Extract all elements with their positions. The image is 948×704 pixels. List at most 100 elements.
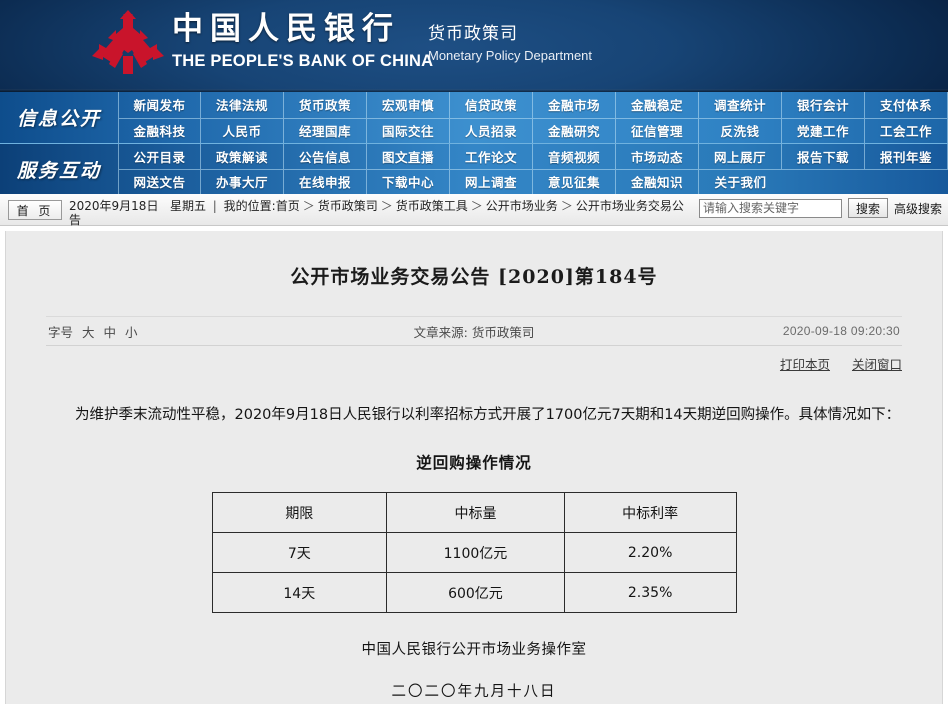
- nav-item-news[interactable]: 新闻发布: [118, 92, 201, 118]
- nav-item-audio-video[interactable]: 音频视频: [533, 144, 616, 169]
- nav-item-international[interactable]: 国际交往: [367, 118, 450, 143]
- bank-name-block: 中国人民银行 THE PEOPLE'S BANK OF CHINA: [172, 10, 433, 72]
- print-page-link[interactable]: 打印本页: [779, 356, 830, 372]
- nav-item-about-us[interactable]: 关于我们: [714, 175, 767, 191]
- search-input[interactable]: [698, 198, 842, 218]
- close-window-link[interactable]: 关闭窗口: [851, 356, 902, 372]
- nav-item-service-hall[interactable]: 办事大厅: [201, 169, 284, 194]
- nav-group-title-info[interactable]: 信息公开: [16, 108, 101, 130]
- department-name-cn: 货币政策司: [428, 24, 518, 44]
- nav-item-anti-money-laundering[interactable]: 反洗钱: [699, 118, 782, 143]
- cell-volume-14d: 600亿元: [386, 572, 565, 613]
- nav-item-union-work[interactable]: 工会工作: [865, 118, 948, 143]
- nav-group-info-disclosure: 信息公开 新闻发布 法律法规 货币政策 宏观审慎 信贷政策 金融市场 金融稳定 …: [0, 92, 948, 143]
- current-date: 2020年9月18日: [69, 199, 159, 213]
- site-header: 中国人民银行 THE PEOPLE'S BANK OF CHINA 货币政策司 …: [0, 0, 948, 92]
- cell-volume-7d: 1100亿元: [386, 532, 565, 573]
- cell-term-7d: 7天: [211, 532, 388, 573]
- nav-item-monetary-policy[interactable]: 货币政策: [284, 92, 367, 118]
- home-button[interactable]: 首 页: [8, 200, 62, 220]
- article-source-value: 货币政策司: [471, 324, 535, 340]
- nav-item-credit-reference[interactable]: 征信管理: [616, 118, 699, 143]
- nav-item-recruitment[interactable]: 人员招录: [450, 118, 533, 143]
- nav-item-bank-accounting[interactable]: 银行会计: [782, 92, 865, 118]
- nav-item-party-building[interactable]: 党建工作: [782, 118, 865, 143]
- nav-item-announcements[interactable]: 公告信息: [284, 144, 367, 169]
- nav-item-financial-stability[interactable]: 金融稳定: [616, 92, 699, 118]
- cell-rate-14d: 2.35%: [563, 572, 737, 613]
- nav-group-title-service[interactable]: 服务互动: [16, 159, 101, 182]
- breadcrumb-sep: ＞: [470, 199, 483, 213]
- fontsize-large[interactable]: 大: [82, 324, 95, 340]
- nav-item-market-dynamics[interactable]: 市场动态: [616, 144, 699, 169]
- cell-term-14d: 14天: [211, 572, 388, 613]
- table-row: 14天 600亿元 2.35%: [211, 572, 737, 613]
- bank-name-en: THE PEOPLE'S BANK OF CHINA: [172, 52, 434, 70]
- fontsize-small[interactable]: 小: [125, 324, 138, 340]
- pboc-logo-icon: [90, 8, 166, 82]
- breadcrumb-link-tools[interactable]: 货币政策工具: [395, 199, 468, 213]
- breadcrumb-link-home[interactable]: 首页: [275, 199, 300, 213]
- nav-item-macro-prudential[interactable]: 宏观审慎: [367, 92, 450, 118]
- nav-item-download-center[interactable]: 下载中心: [367, 169, 450, 194]
- advanced-search-link[interactable]: 高级搜索: [893, 201, 942, 216]
- nav-item-public-catalog[interactable]: 公开目录: [118, 144, 201, 169]
- search-zone: 搜索 高级搜索: [698, 198, 942, 218]
- article-tools: 打印本页 关闭窗口: [46, 346, 902, 380]
- nav-row: 网送文告 办事大厅 在线申报 下载中心 网上调查 意见征集 金融知识 关于我们: [118, 168, 948, 194]
- nav-item-online-documents[interactable]: 网送文告: [118, 169, 201, 194]
- nav-item-online-survey[interactable]: 网上调查: [450, 169, 533, 194]
- search-button[interactable]: 搜索: [847, 198, 888, 218]
- breadcrumb-divider: |: [212, 199, 217, 213]
- nav-group-service-interaction: 服务互动 公开目录 政策解读 公告信息 图文直播 工作论文 音频视频 市场动态 …: [0, 143, 948, 194]
- breadcrumb-link-mpd[interactable]: 货币政策司: [317, 199, 378, 213]
- nav-item-rmb[interactable]: 人民币: [201, 118, 284, 143]
- article-meta-row: 字号 大 中 小 文章来源: 货币政策司 2020-09-18 09:20:30: [46, 316, 902, 346]
- nav-item-financial-market[interactable]: 金融市场: [533, 92, 616, 118]
- nav-item-credit-policy[interactable]: 信贷政策: [450, 92, 533, 118]
- breadcrumb-link-current[interactable]: 公开市场业务交易公告: [69, 199, 684, 227]
- nav-item-online-declaration[interactable]: 在线申报: [284, 169, 367, 194]
- department-block: 货币政策司 Monetary Policy Department: [428, 22, 592, 65]
- nav-item-financial-research[interactable]: 金融研究: [533, 118, 616, 143]
- main-navigation: 信息公开 新闻发布 法律法规 货币政策 宏观审慎 信贷政策 金融市场 金融稳定 …: [0, 92, 948, 194]
- table-header-term: 期限: [211, 492, 388, 533]
- nav-item-working-papers[interactable]: 工作论文: [450, 144, 533, 169]
- nav-row: 公开目录 政策解读 公告信息 图文直播 工作论文 音频视频 市场动态 网上展厅 …: [118, 144, 948, 169]
- nav-item-opinion-collection[interactable]: 意见征集: [533, 169, 616, 194]
- table-header-row: 期限 中标量 中标利率: [211, 492, 737, 533]
- nav-rows-info: 新闻发布 法律法规 货币政策 宏观审慎 信贷政策 金融市场 金融稳定 调查统计 …: [118, 92, 948, 143]
- nav-item-empty-2: [865, 170, 948, 194]
- nav-item-survey-statistics[interactable]: 调查统计: [699, 92, 782, 118]
- fontsize-controls: 字号 大 中 小: [46, 322, 138, 341]
- table-header-volume: 中标量: [386, 492, 565, 533]
- nav-item-live-broadcast[interactable]: 图文直播: [367, 144, 450, 169]
- breadcrumb-bar: 首 页 2020年9月18日 星期五 | 我的位置:首页＞货币政策司＞货币政策工…: [0, 194, 948, 227]
- nav-item-online-exhibition[interactable]: 网上展厅: [699, 144, 782, 169]
- article-paragraph: 为维护季末流动性平稳，2020年9月18日人民银行以利率招标方式开展了1700亿…: [75, 407, 901, 423]
- nav-item-fintech[interactable]: 金融科技: [118, 118, 201, 143]
- nav-item-empty-1: [782, 170, 865, 194]
- nav-item-report-download[interactable]: 报告下载: [782, 144, 865, 169]
- table-header-rate: 中标利率: [563, 492, 737, 533]
- nav-item-policy-interpretation[interactable]: 政策解读: [201, 144, 284, 169]
- breadcrumb-sep: ＞: [302, 199, 315, 213]
- article-sign-date: 二〇二〇年九月十八日: [391, 684, 557, 700]
- nav-item-laws[interactable]: 法律法规: [201, 92, 284, 118]
- fontsize-medium[interactable]: 中: [103, 324, 117, 340]
- breadcrumb: 2020年9月18日 星期五 | 我的位置:首页＞货币政策司＞货币政策工具＞公开…: [69, 197, 687, 227]
- fontsize-label: 字号: [48, 324, 74, 340]
- nav-item-treasury[interactable]: 经理国库: [284, 118, 367, 143]
- bank-name-cn: 中国人民银行: [172, 11, 400, 47]
- cell-rate-7d: 2.20%: [563, 532, 737, 573]
- breadcrumb-link-omo[interactable]: 公开市场业务: [485, 199, 558, 213]
- article-source: 文章来源: 货币政策司: [46, 322, 902, 341]
- article-sub-heading: 逆回购操作情况: [416, 454, 532, 472]
- nav-item-financial-knowledge[interactable]: 金融知识: [616, 169, 699, 194]
- breadcrumb-sep: ＞: [560, 199, 573, 213]
- nav-row: 金融科技 人民币 经理国库 国际交往 人员招录 金融研究 征信管理 反洗钱 党建…: [118, 117, 948, 143]
- nav-item-yearbook[interactable]: 报刊年鉴: [865, 144, 948, 169]
- nav-item-payment-system[interactable]: 支付体系: [865, 92, 948, 118]
- current-weekday: 星期五: [169, 199, 206, 213]
- article-source-label: 文章来源:: [413, 324, 468, 340]
